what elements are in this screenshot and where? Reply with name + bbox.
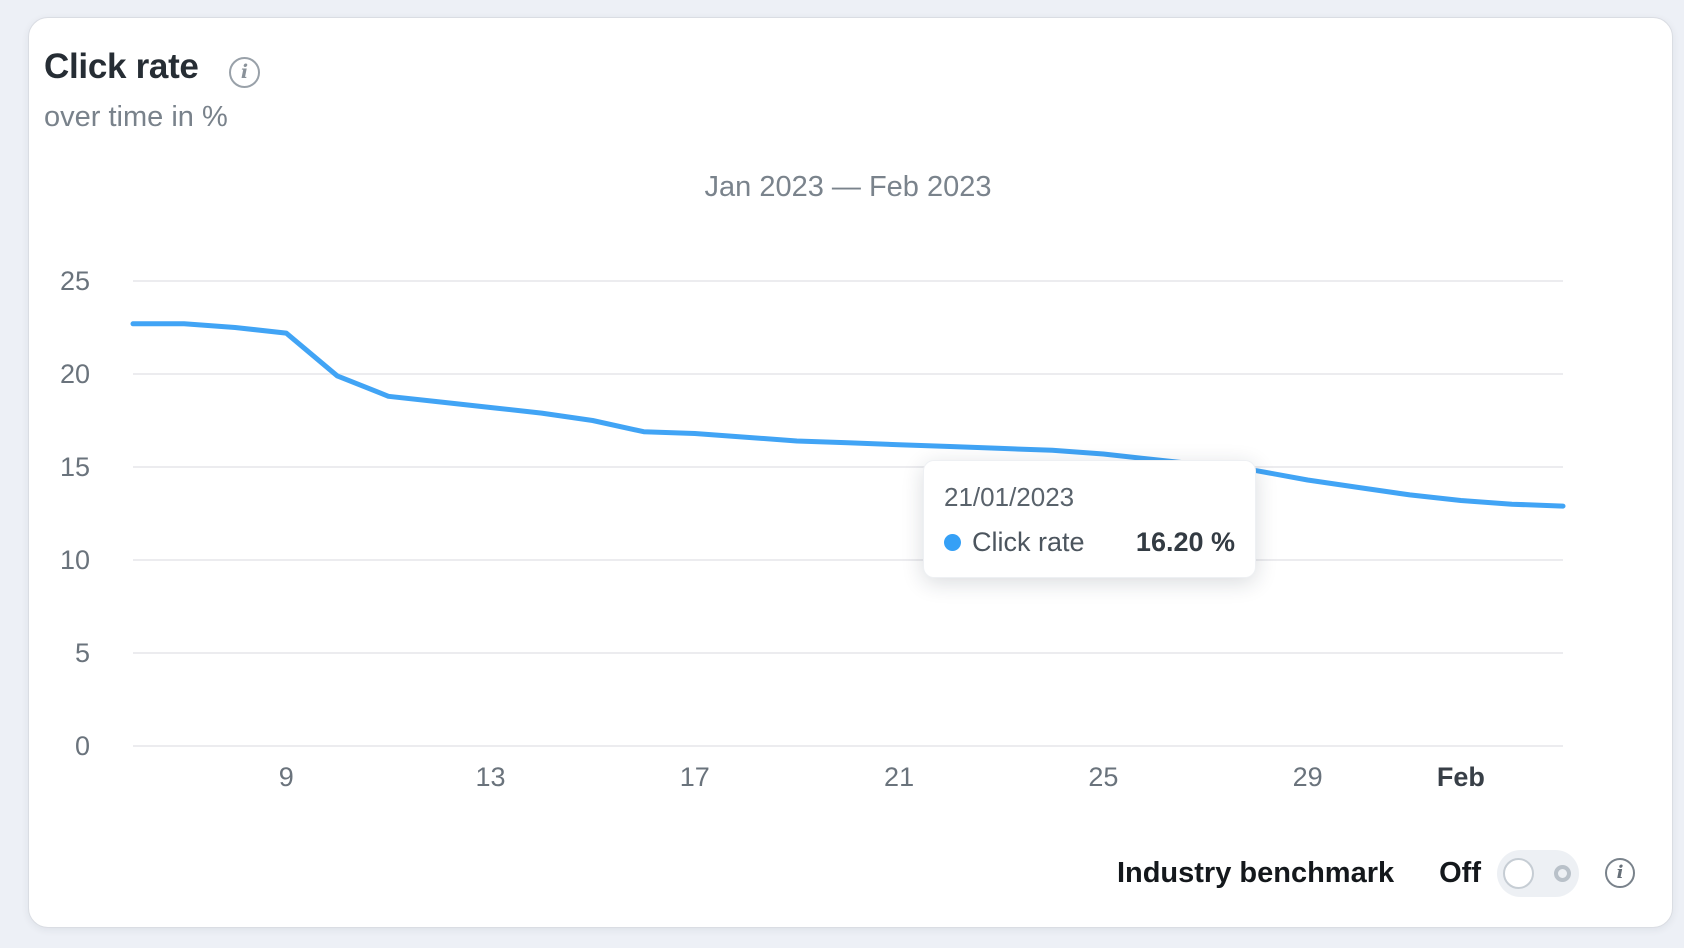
- toggle-state-label: Off: [1439, 856, 1481, 889]
- tooltip-value: 16.20 %: [1135, 527, 1235, 557]
- toggle-knob[interactable]: [1503, 857, 1534, 889]
- series-dot-icon: [944, 534, 961, 551]
- page-title: Click rate: [44, 47, 199, 86]
- x-tick-label: 25: [1088, 762, 1118, 792]
- tooltip-series-name: Click rate: [972, 527, 1085, 557]
- chart-subtitle: over time in %: [44, 101, 228, 133]
- y-tick-label: 10: [60, 545, 90, 575]
- y-tick-label: 5: [75, 638, 90, 668]
- x-tick-label: 21: [884, 762, 914, 792]
- x-tick-label: 17: [680, 762, 710, 792]
- y-tick-label: 20: [60, 359, 90, 389]
- x-tick-label: Feb: [1437, 762, 1485, 792]
- industry-benchmark-toggle[interactable]: [1497, 849, 1579, 897]
- x-tick-label: 9: [279, 762, 294, 792]
- benchmark-controls: Industry benchmark Off i: [1117, 848, 1635, 898]
- y-tick-label: 25: [60, 266, 90, 296]
- toggle-off-ring-icon: [1554, 864, 1571, 882]
- tooltip-series-row: Click rate 16.20 %: [944, 527, 1235, 558]
- title-info-icon[interactable]: i: [229, 57, 260, 88]
- tooltip-date: 21/01/2023: [944, 482, 1075, 512]
- x-tick-label: 29: [1293, 762, 1323, 792]
- chart-tooltip: 21/01/2023 Click rate 16.20 %: [923, 460, 1256, 578]
- x-tick-label: 13: [475, 762, 505, 792]
- industry-benchmark-label: Industry benchmark: [1116, 856, 1395, 889]
- benchmark-info-icon[interactable]: i: [1605, 858, 1635, 888]
- y-tick-label: 15: [60, 452, 90, 482]
- click-rate-card: [28, 17, 1673, 928]
- chart-date-range: Jan 2023 — Feb 2023: [704, 171, 992, 203]
- click-rate-line[interactable]: [130, 321, 1566, 509]
- y-tick-label: 0: [75, 731, 90, 761]
